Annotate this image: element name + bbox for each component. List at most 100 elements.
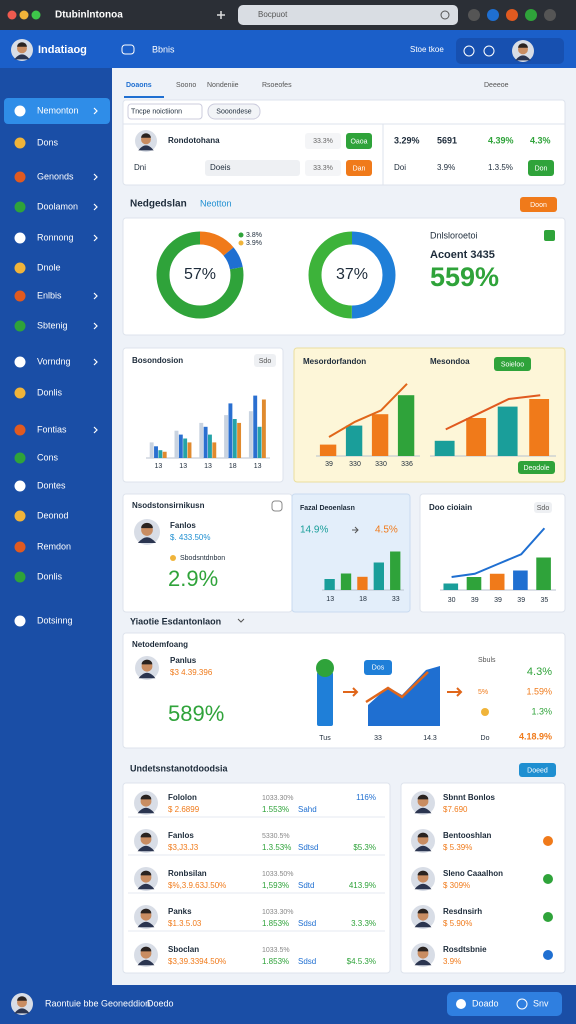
nav-item[interactable]: Dotsinng	[37, 615, 73, 625]
legend-dot	[238, 240, 244, 246]
avatar-body	[414, 959, 432, 966]
button-label[interactable]: Doado	[472, 998, 499, 1008]
nav-item[interactable]: Dons	[37, 137, 59, 147]
tab[interactable]: Rsoeofes	[262, 82, 292, 89]
avatar-hair	[140, 794, 152, 800]
bar	[203, 426, 208, 458]
list-label: Sbuls	[478, 657, 496, 664]
big-number: 589%	[168, 701, 224, 726]
card	[122, 347, 284, 483]
nav-item[interactable]: Donlis	[37, 387, 63, 397]
button[interactable]	[528, 160, 554, 176]
card-title: Nsodstonsirnikusn	[132, 501, 205, 510]
stat: 1.3.5%	[488, 163, 513, 172]
card-title: Netodemfoang	[132, 640, 188, 649]
avatar-hair	[140, 832, 152, 838]
cell: Ronbsilan	[168, 869, 207, 878]
nav-item[interactable]: Remdon	[37, 541, 71, 551]
status-badge	[543, 912, 553, 922]
nav-item[interactable]: Fontias	[37, 424, 67, 434]
bar	[212, 442, 217, 458]
button[interactable]	[518, 461, 555, 474]
bar	[228, 403, 233, 458]
nav-item[interactable]: Doolamon	[37, 201, 78, 211]
stat: 5691	[437, 135, 457, 145]
cell: 1.853%	[262, 957, 289, 966]
nav-item[interactable]: Nemonton	[37, 105, 79, 115]
card-title: Fazal Deoenlasn	[300, 505, 355, 512]
bar	[257, 426, 262, 458]
avatar-hair	[417, 946, 429, 952]
button[interactable]	[494, 357, 531, 371]
x-tick-label: 13	[179, 463, 187, 470]
button-label[interactable]: Sdo	[537, 505, 550, 512]
button[interactable]	[346, 133, 372, 149]
cell: Sboclan	[168, 945, 199, 954]
stat: 3.29%	[394, 135, 420, 145]
button-label[interactable]: Doon	[530, 202, 547, 209]
tab[interactable]: Deeeoe	[484, 82, 509, 89]
nav-item[interactable]: Cons	[37, 452, 59, 462]
button[interactable]	[346, 160, 372, 176]
x-tick-label: 13	[254, 463, 262, 470]
extension-icon	[468, 9, 480, 21]
footer-link[interactable]: Doedo	[147, 998, 174, 1008]
section-title: Undetsnstanotdoodsia	[130, 763, 228, 773]
total: 4.18.9%	[519, 731, 552, 741]
button-label[interactable]: Oaoa	[350, 138, 367, 145]
avatar-body	[515, 55, 531, 61]
flow-icon	[316, 659, 334, 677]
section-link[interactable]: Neotton	[200, 198, 232, 208]
line	[445, 394, 541, 431]
header-action[interactable]: Stoe tkoe	[410, 45, 444, 54]
flow-trend	[365, 671, 429, 704]
nav-item[interactable]: Sbtenig	[37, 320, 68, 330]
button[interactable]	[519, 763, 556, 777]
tool-icon	[483, 45, 495, 57]
avatar-body	[137, 883, 155, 890]
cell: $4.5.3%	[347, 957, 376, 966]
nav-item[interactable]: Dnole	[37, 262, 61, 272]
list-value: 1.3%	[531, 706, 552, 716]
nav-item[interactable]: Dontes	[37, 480, 66, 490]
bar	[162, 451, 167, 458]
button-label[interactable]: Dan	[353, 165, 366, 172]
cell: 1033.30%	[262, 909, 294, 916]
window-dot	[31, 10, 41, 20]
nav-item[interactable]: Donlis	[37, 571, 63, 581]
tab[interactable]: Doaons	[126, 82, 152, 89]
nav-item[interactable]: Genonds	[37, 171, 74, 181]
cell: 1.853%	[262, 919, 289, 928]
avatar-body	[137, 959, 155, 966]
avatar-hair	[140, 870, 152, 876]
button-label[interactable]: Soieloo	[501, 361, 524, 368]
nav-item[interactable]: Deonod	[37, 510, 69, 520]
cell: Panks	[168, 907, 192, 916]
bar	[497, 406, 518, 456]
field	[305, 160, 341, 176]
button-label[interactable]: Snv	[533, 998, 549, 1008]
cell: 1.553%	[262, 805, 289, 814]
nav-item[interactable]: Ronnong	[37, 232, 74, 242]
chevron	[93, 322, 98, 330]
big-number: 2.9%	[168, 566, 218, 591]
bar	[174, 430, 179, 458]
label: Sbodsntdnbon	[180, 555, 225, 562]
nav-item[interactable]: Enlbis	[37, 290, 62, 300]
bar	[253, 395, 258, 458]
button[interactable]	[520, 197, 557, 212]
button-label[interactable]: Deodole	[523, 465, 549, 472]
tab[interactable]: Soono	[176, 82, 196, 89]
nav-item[interactable]: Vorndng	[37, 356, 71, 366]
button-label[interactable]: Don	[535, 165, 548, 172]
menu-label[interactable]: Bbnis	[152, 44, 175, 54]
tab[interactable]: Nondeniie	[207, 82, 239, 89]
avatar-hair	[140, 908, 152, 914]
button[interactable]	[534, 502, 552, 513]
bar	[489, 573, 505, 590]
bar	[261, 399, 266, 458]
button-label[interactable]: Doeed	[527, 767, 548, 774]
button-label[interactable]: Sdo	[259, 358, 272, 365]
button[interactable]	[254, 354, 276, 367]
button[interactable]	[447, 992, 562, 1016]
